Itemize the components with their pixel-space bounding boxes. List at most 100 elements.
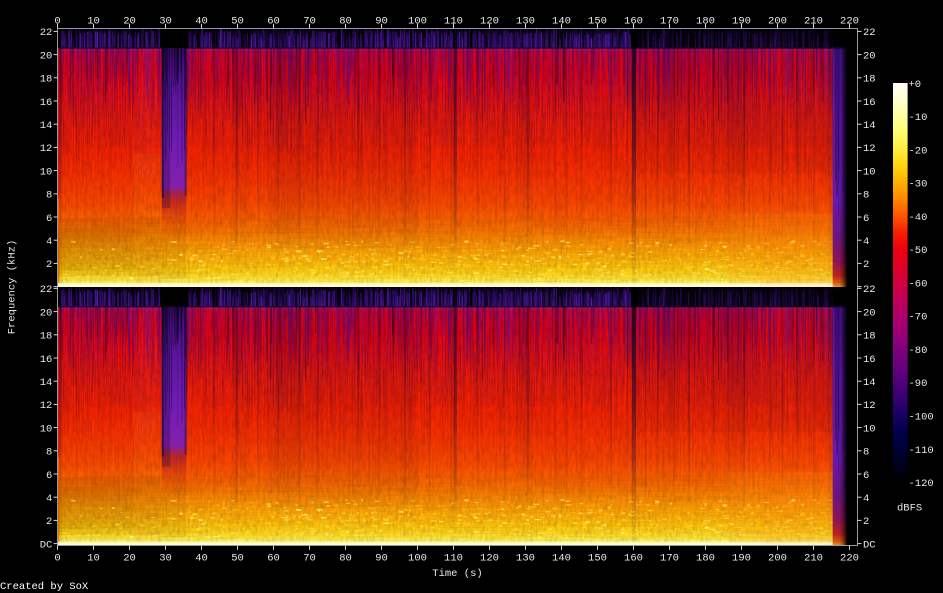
- svg-text:16: 16: [40, 97, 53, 109]
- svg-text:22: 22: [863, 27, 876, 39]
- svg-text:8: 8: [863, 447, 869, 459]
- svg-text:12: 12: [40, 143, 53, 155]
- svg-text:90: 90: [375, 552, 388, 564]
- svg-text:8: 8: [863, 190, 869, 202]
- svg-text:-40: -40: [909, 212, 928, 224]
- svg-text:Time (s): Time (s): [432, 568, 482, 580]
- svg-text:12: 12: [40, 400, 53, 412]
- svg-text:dBFS: dBFS: [897, 503, 922, 515]
- svg-text:-20: -20: [909, 145, 928, 157]
- svg-text:4: 4: [863, 493, 869, 505]
- svg-text:20: 20: [40, 50, 53, 62]
- svg-text:22: 22: [863, 284, 876, 296]
- svg-text:110: 110: [444, 16, 463, 28]
- svg-text:0: 0: [54, 552, 60, 564]
- svg-text:30: 30: [159, 552, 172, 564]
- svg-text:100: 100: [408, 552, 427, 564]
- svg-text:20: 20: [123, 16, 136, 28]
- svg-text:-50: -50: [909, 245, 928, 257]
- svg-text:20: 20: [863, 307, 876, 319]
- svg-text:8: 8: [46, 447, 52, 459]
- svg-text:10: 10: [863, 166, 876, 178]
- svg-text:14: 14: [40, 120, 53, 132]
- svg-text:8: 8: [46, 190, 52, 202]
- svg-text:22: 22: [40, 27, 53, 39]
- svg-text:2: 2: [46, 259, 52, 271]
- svg-text:-30: -30: [909, 179, 928, 191]
- svg-text:130: 130: [516, 552, 535, 564]
- svg-text:220: 220: [840, 16, 859, 28]
- svg-text:20: 20: [863, 50, 876, 62]
- svg-text:DC: DC: [863, 539, 876, 551]
- svg-text:-100: -100: [909, 412, 934, 424]
- svg-text:80: 80: [339, 16, 352, 28]
- svg-text:190: 190: [732, 16, 751, 28]
- svg-text:14: 14: [863, 120, 876, 132]
- svg-text:6: 6: [46, 470, 52, 482]
- svg-text:4: 4: [46, 236, 52, 248]
- svg-text:80: 80: [339, 552, 352, 564]
- svg-text:18: 18: [40, 331, 53, 343]
- svg-text:Frequency (kHz): Frequency (kHz): [7, 240, 19, 335]
- svg-text:18: 18: [863, 331, 876, 343]
- svg-text:-70: -70: [909, 312, 928, 324]
- svg-text:-10: -10: [909, 112, 928, 124]
- svg-text:210: 210: [804, 16, 823, 28]
- svg-text:110: 110: [444, 552, 463, 564]
- svg-text:90: 90: [375, 16, 388, 28]
- svg-text:20: 20: [40, 307, 53, 319]
- svg-text:10: 10: [87, 16, 100, 28]
- svg-text:50: 50: [231, 552, 244, 564]
- svg-text:130: 130: [516, 16, 535, 28]
- svg-text:-90: -90: [909, 378, 928, 390]
- svg-text:120: 120: [480, 16, 499, 28]
- svg-text:10: 10: [87, 552, 100, 564]
- svg-text:60: 60: [267, 552, 280, 564]
- svg-text:60: 60: [267, 16, 280, 28]
- svg-text:70: 70: [303, 552, 316, 564]
- svg-text:140: 140: [552, 16, 571, 28]
- svg-text:150: 150: [588, 552, 607, 564]
- svg-text:14: 14: [863, 377, 876, 389]
- svg-text:-60: -60: [909, 278, 928, 290]
- svg-text:160: 160: [624, 16, 643, 28]
- svg-text:220: 220: [840, 552, 859, 564]
- svg-text:170: 170: [660, 16, 679, 28]
- svg-text:190: 190: [732, 552, 751, 564]
- svg-text:140: 140: [552, 552, 571, 564]
- svg-text:16: 16: [863, 354, 876, 366]
- svg-text:10: 10: [863, 423, 876, 435]
- svg-text:-110: -110: [909, 445, 934, 457]
- svg-text:16: 16: [40, 354, 53, 366]
- svg-text:210: 210: [804, 552, 823, 564]
- svg-text:12: 12: [863, 400, 876, 412]
- svg-text:100: 100: [408, 16, 427, 28]
- svg-text:18: 18: [40, 74, 53, 86]
- svg-text:6: 6: [863, 213, 869, 225]
- svg-text:150: 150: [588, 16, 607, 28]
- svg-text:18: 18: [863, 74, 876, 86]
- svg-text:Created by SoX: Created by SoX: [0, 581, 89, 593]
- svg-text:30: 30: [159, 16, 172, 28]
- svg-text:16: 16: [863, 97, 876, 109]
- svg-text:2: 2: [46, 516, 52, 528]
- svg-text:4: 4: [863, 236, 869, 248]
- svg-text:6: 6: [46, 213, 52, 225]
- svg-text:40: 40: [195, 16, 208, 28]
- svg-text:20: 20: [123, 552, 136, 564]
- svg-text:170: 170: [660, 552, 679, 564]
- svg-text:10: 10: [40, 166, 53, 178]
- svg-text:0: 0: [54, 16, 60, 28]
- svg-text:-80: -80: [909, 345, 928, 357]
- svg-text:50: 50: [231, 16, 244, 28]
- svg-text:120: 120: [480, 552, 499, 564]
- svg-text:200: 200: [768, 16, 787, 28]
- svg-text:DC: DC: [40, 539, 53, 551]
- svg-text:22: 22: [40, 284, 53, 296]
- svg-text:14: 14: [40, 377, 53, 389]
- svg-text:180: 180: [696, 552, 715, 564]
- svg-text:10: 10: [40, 423, 53, 435]
- svg-text:-120: -120: [909, 478, 934, 490]
- svg-text:180: 180: [696, 16, 715, 28]
- svg-text:12: 12: [863, 143, 876, 155]
